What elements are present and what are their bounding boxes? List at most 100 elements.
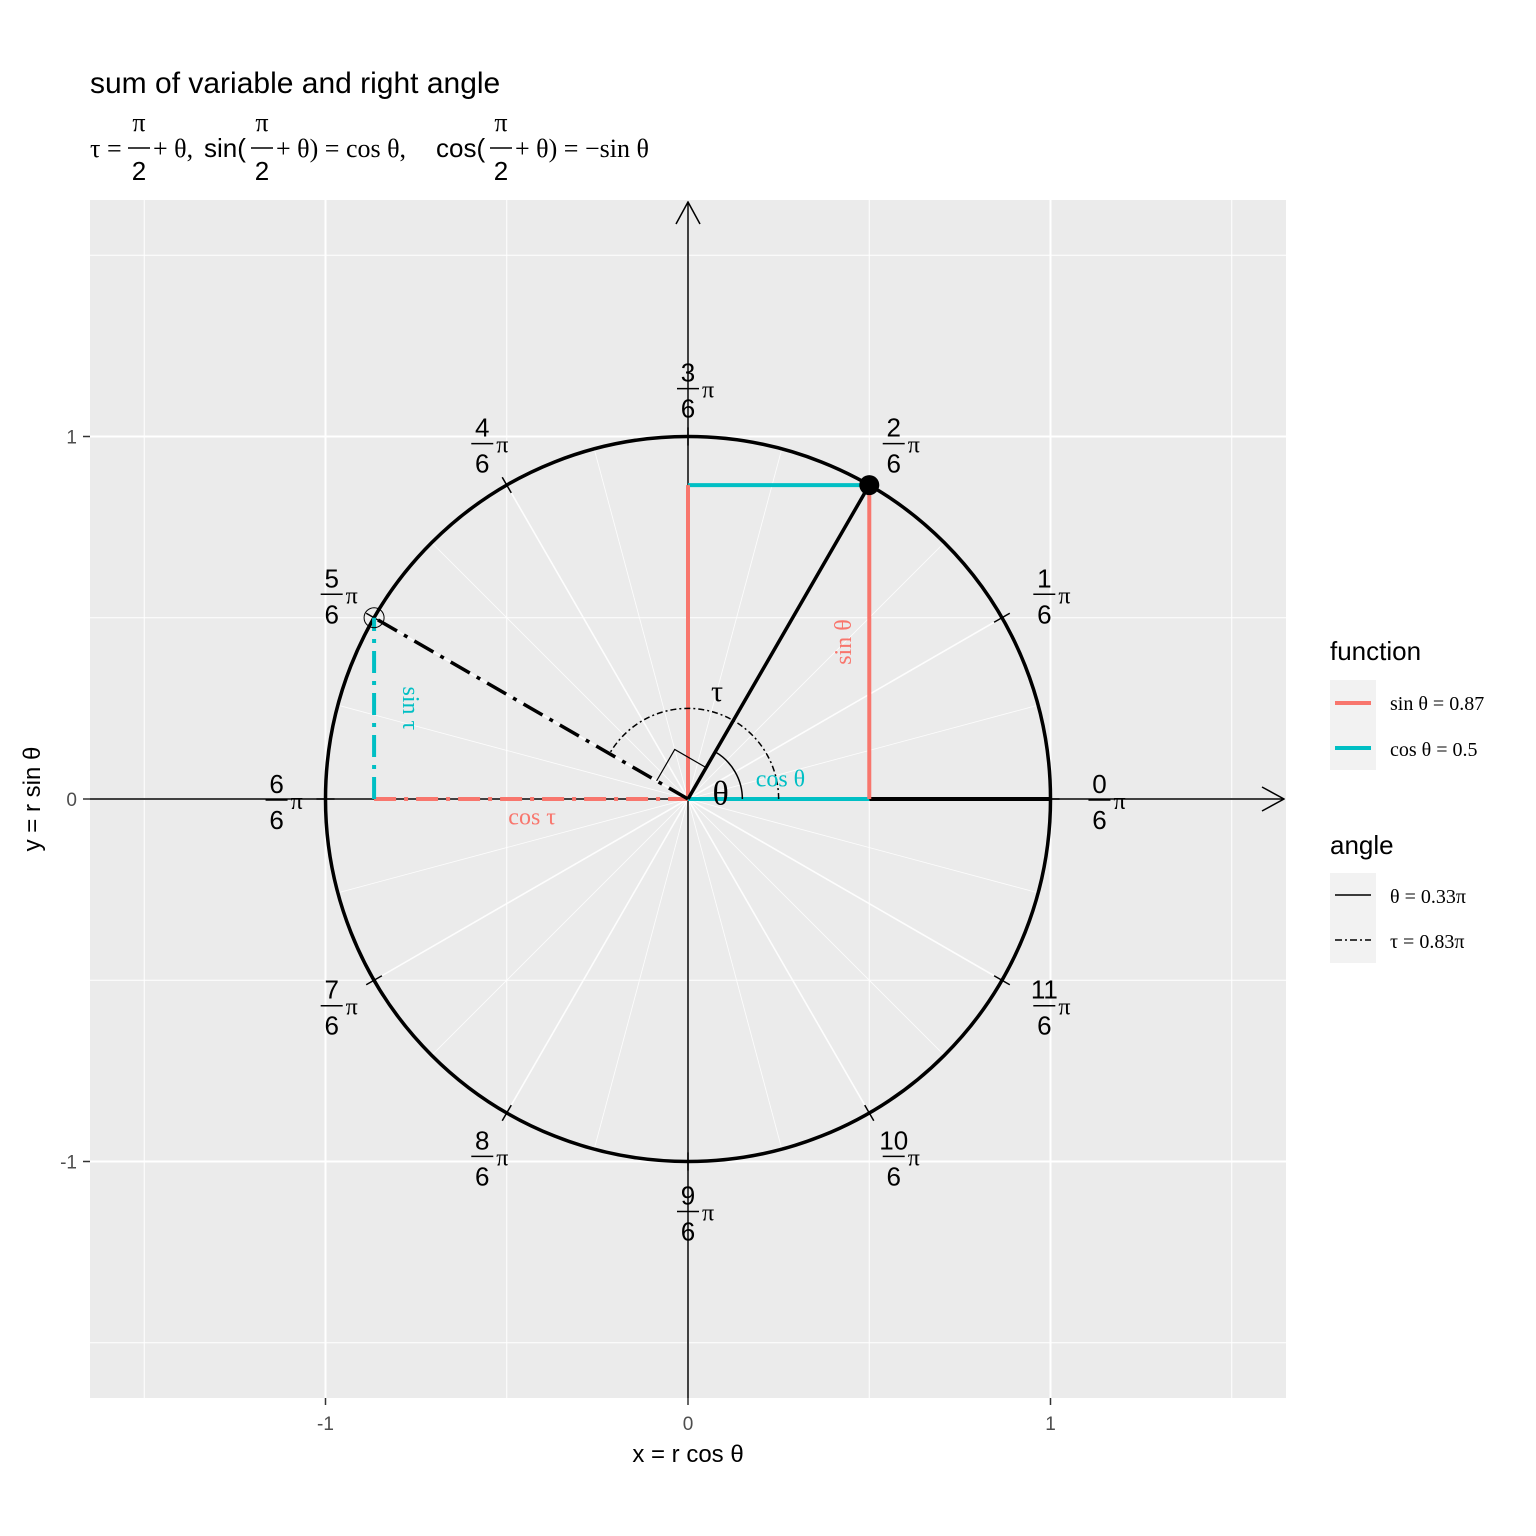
angle-ray	[506, 484, 689, 800]
angle-label-10: 10 6π	[879, 1125, 920, 1191]
angle-label-pi: π	[346, 995, 358, 1021]
angle-ray	[431, 798, 689, 1056]
legend-angle: angle θ = 0.33π τ = 0.83π	[1330, 830, 1466, 963]
angle-label-denominator: 6	[681, 394, 695, 424]
legend-tau-label: τ = 0.83π	[1390, 931, 1464, 953]
angle-label-2: 2 6π	[882, 413, 920, 479]
angle-label-numerator: 3	[681, 358, 695, 388]
angle-label-pi: π	[346, 583, 358, 609]
subtitle-frac3-num: π	[494, 108, 507, 137]
tau-point	[363, 607, 385, 629]
angle-label-8: 8 6π	[471, 1125, 508, 1191]
angle-ray	[687, 448, 783, 800]
circle-tick	[501, 1104, 512, 1122]
angle-label-numerator: 6	[269, 769, 283, 799]
angle-label-5: 5 6π	[320, 563, 358, 629]
subtitle-plus-theta-3: + θ) = −sin θ	[515, 134, 649, 163]
angle-label-0: 0 6π	[1088, 769, 1126, 835]
y-axis-title: y = r sin θ	[19, 747, 46, 852]
legend-function: function sin θ = 0.87 cos θ = 0.5	[1330, 636, 1484, 770]
angle-label-numerator: 10	[879, 1125, 908, 1155]
angle-label-pi: π	[1113, 789, 1125, 815]
angle-label-denominator: 6	[886, 449, 900, 479]
angle-label-pi: π	[908, 1145, 920, 1171]
angle-label-pi: π	[496, 433, 508, 459]
angle-label-numerator: 0	[1092, 769, 1106, 799]
trig-geometry: θ τ cos θ cos τ sin θ sin τ	[316, 427, 1060, 1171]
legend-function-key-bg	[1330, 680, 1376, 770]
angle-label-pi: π	[702, 1200, 714, 1226]
angle-ray	[373, 798, 689, 981]
cos-theta-label: cos θ	[756, 766, 806, 792]
chart-title: sum of variable and right angle	[90, 67, 500, 100]
angle-ray	[337, 798, 689, 894]
angle-label-denominator: 6	[1037, 1011, 1051, 1041]
angle-label-pi: π	[908, 433, 920, 459]
y-axis-arrowhead	[675, 200, 701, 225]
angle-label-numerator: 4	[475, 413, 489, 443]
angle-label-4: 4 6π	[471, 413, 508, 479]
angle-label-denominator: 6	[1037, 599, 1051, 629]
angle-label-11: 11 6π	[1031, 975, 1071, 1041]
subtitle-frac2-den: 2	[255, 156, 269, 186]
sin-theta-label: sin θ	[831, 619, 857, 665]
angle-label-denominator: 6	[324, 1011, 338, 1041]
cos-tau-label: cos τ	[508, 804, 556, 830]
circle-tick	[365, 975, 383, 986]
subtitle-frac3-den: 2	[494, 156, 508, 186]
circle-tick	[864, 1104, 875, 1122]
sin-tau-label: sin τ	[397, 687, 423, 731]
angle-label-9: 9 6π	[677, 1180, 714, 1246]
x-axis-title: x = r cos θ	[632, 1441, 743, 1468]
angle-label-numerator: 7	[324, 975, 338, 1005]
angle-label-7: 7 6π	[320, 975, 358, 1041]
circle-tick	[993, 975, 1011, 986]
legend-sin-label: sin θ = 0.87	[1390, 693, 1484, 715]
legend-angle-title: angle	[1330, 830, 1394, 860]
subtitle-cos-open: cos(	[436, 133, 485, 163]
theta-radius	[686, 484, 871, 800]
angle-ray	[506, 798, 689, 1114]
y-tick-label: 1	[66, 428, 77, 449]
angle-label-numerator: 8	[475, 1125, 489, 1155]
angle-label-6: 6 6π	[265, 769, 303, 835]
angle-label-numerator: 2	[886, 413, 900, 443]
angle-label-pi: π	[291, 789, 303, 815]
angle-label-numerator: 11	[1031, 975, 1058, 1005]
legend-cos-label: cos θ = 0.5	[1390, 739, 1478, 761]
subtitle-plus-theta-1: + θ,	[153, 134, 193, 163]
angle-label-1: 1 6π	[1033, 563, 1070, 629]
x-axis-arrowhead	[1261, 786, 1286, 812]
circle-tick	[501, 476, 512, 494]
angle-ray	[593, 798, 689, 1150]
x-tick-label: 1	[1045, 1414, 1056, 1435]
angle-label-pi: π	[1058, 583, 1070, 609]
angle-ray	[687, 704, 1039, 800]
angle-label-3: 3 6π	[677, 358, 714, 424]
theta-label: θ	[712, 775, 728, 812]
angle-ray	[687, 798, 1003, 981]
angle-label-denominator: 6	[1092, 805, 1106, 835]
x-tick-label: 0	[683, 1414, 694, 1435]
axis-ticks: -1 0 1 -1 0 1	[60, 428, 1056, 1436]
subtitle-frac1-num: π	[132, 108, 145, 137]
angle-label-pi: π	[702, 378, 714, 404]
angle-ray	[687, 798, 783, 1150]
theta-point	[859, 475, 880, 496]
angle-ray	[687, 798, 945, 1056]
angle-label-denominator: 6	[475, 449, 489, 479]
legend-theta-label: θ = 0.33π	[1390, 886, 1466, 908]
angle-label-denominator: 6	[886, 1161, 900, 1191]
angle-ray	[337, 704, 689, 800]
right-angle-marker	[656, 748, 707, 782]
angle-label-denominator: 6	[681, 1216, 695, 1246]
legend-function-title: function	[1330, 636, 1421, 666]
angle-ray	[687, 798, 1039, 894]
circle-tick	[993, 612, 1011, 623]
x-tick-label: -1	[317, 1414, 334, 1435]
tau-label: τ	[711, 675, 723, 708]
angle-label-numerator: 1	[1037, 563, 1051, 593]
angle-label-denominator: 6	[475, 1161, 489, 1191]
